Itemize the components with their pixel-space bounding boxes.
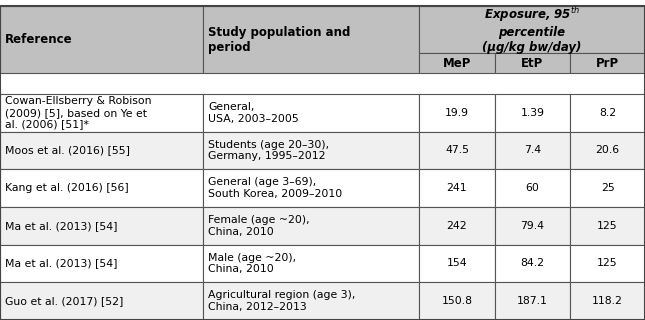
- Text: Female (age ~20),
China, 2010: Female (age ~20), China, 2010: [208, 215, 310, 236]
- Text: Moos et al. (2016) [55]: Moos et al. (2016) [55]: [5, 145, 130, 156]
- Bar: [203, 169, 419, 207]
- Bar: [203, 207, 419, 244]
- Text: 20.6: 20.6: [595, 145, 620, 156]
- Bar: [419, 132, 495, 169]
- Bar: [419, 53, 495, 74]
- Bar: [0, 282, 203, 320]
- Bar: [495, 169, 570, 207]
- Text: General (age 3–69),
South Korea, 2009–2010: General (age 3–69), South Korea, 2009–20…: [208, 177, 342, 199]
- Text: 150.8: 150.8: [441, 296, 473, 306]
- Text: 60: 60: [526, 183, 539, 193]
- Text: 1.39: 1.39: [521, 108, 544, 118]
- Text: 125: 125: [597, 221, 618, 231]
- Text: General,
USA, 2003–2005: General, USA, 2003–2005: [208, 102, 299, 124]
- Text: Exposure, 95$^{th}$
percentile
(µg/kg bw/day): Exposure, 95$^{th}$ percentile (µg/kg bw…: [482, 5, 582, 54]
- Text: 242: 242: [447, 221, 467, 231]
- Bar: [495, 282, 570, 320]
- Bar: [570, 207, 645, 244]
- Text: Reference: Reference: [5, 33, 73, 46]
- Bar: [0, 94, 203, 132]
- Bar: [203, 6, 419, 74]
- Bar: [203, 94, 419, 132]
- Bar: [495, 207, 570, 244]
- Bar: [203, 244, 419, 282]
- Bar: [570, 244, 645, 282]
- Bar: [0, 169, 203, 207]
- Text: Kang et al. (2016) [56]: Kang et al. (2016) [56]: [5, 183, 129, 193]
- Text: 47.5: 47.5: [445, 145, 469, 156]
- Text: Students (age 20–30),
Germany, 1995–2012: Students (age 20–30), Germany, 1995–2012: [208, 140, 330, 161]
- Bar: [0, 6, 203, 74]
- Text: 7.4: 7.4: [524, 145, 541, 156]
- Text: Study population and
period: Study population and period: [208, 26, 351, 54]
- Bar: [203, 132, 419, 169]
- Text: 187.1: 187.1: [517, 296, 548, 306]
- Text: Ma et al. (2013) [54]: Ma et al. (2013) [54]: [5, 221, 117, 231]
- Bar: [419, 282, 495, 320]
- Bar: [419, 169, 495, 207]
- Bar: [495, 94, 570, 132]
- Text: Guo et al. (2017) [52]: Guo et al. (2017) [52]: [5, 296, 124, 306]
- Bar: [570, 94, 645, 132]
- Text: 118.2: 118.2: [592, 296, 623, 306]
- Bar: [0, 207, 203, 244]
- Bar: [495, 53, 570, 74]
- Bar: [0, 132, 203, 169]
- Bar: [570, 132, 645, 169]
- Text: 154: 154: [447, 259, 467, 268]
- Bar: [495, 132, 570, 169]
- Text: Ma et al. (2013) [54]: Ma et al. (2013) [54]: [5, 259, 117, 268]
- Bar: [570, 53, 645, 74]
- Bar: [570, 169, 645, 207]
- Text: Male (age ~20),
China, 2010: Male (age ~20), China, 2010: [208, 253, 297, 274]
- Bar: [419, 244, 495, 282]
- Bar: [570, 282, 645, 320]
- Text: 241: 241: [447, 183, 467, 193]
- Text: 125: 125: [597, 259, 618, 268]
- Text: PrP: PrP: [596, 57, 619, 70]
- Bar: [495, 244, 570, 282]
- Text: Agricultural region (age 3),
China, 2012–2013: Agricultural region (age 3), China, 2012…: [208, 290, 355, 312]
- Text: 19.9: 19.9: [445, 108, 469, 118]
- Text: 25: 25: [600, 183, 615, 193]
- Text: Cowan-Ellsberry & Robison
(2009) [5], based on Ye et
al. (2006) [51]*: Cowan-Ellsberry & Robison (2009) [5], ba…: [5, 96, 152, 129]
- Bar: [203, 282, 419, 320]
- Bar: [0, 244, 203, 282]
- Text: 84.2: 84.2: [521, 259, 544, 268]
- Text: 79.4: 79.4: [521, 221, 544, 231]
- Text: MeP: MeP: [443, 57, 471, 70]
- Bar: [419, 6, 645, 53]
- Bar: [419, 94, 495, 132]
- Text: 8.2: 8.2: [599, 108, 616, 118]
- Text: EtP: EtP: [521, 57, 544, 70]
- Bar: [419, 207, 495, 244]
